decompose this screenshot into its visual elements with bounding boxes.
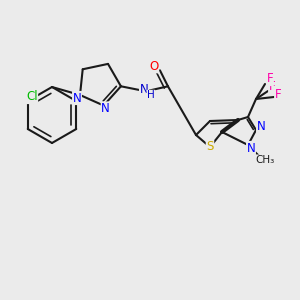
Text: F: F [275,88,281,101]
Text: S: S [206,140,214,154]
Text: O: O [149,60,159,73]
Text: N: N [140,83,148,96]
Text: N: N [73,92,81,104]
Text: H: H [147,90,155,100]
Text: N: N [256,121,266,134]
Text: N: N [247,142,255,154]
Text: F: F [267,73,273,85]
Text: F: F [269,80,275,94]
Text: N: N [101,102,110,115]
Text: CH₃: CH₃ [255,155,274,165]
Text: Cl: Cl [26,91,38,103]
